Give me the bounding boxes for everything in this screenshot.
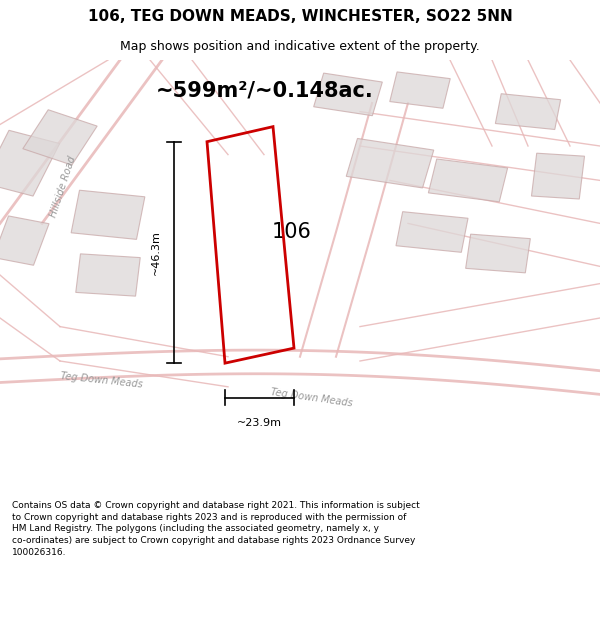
Polygon shape bbox=[466, 234, 530, 273]
Polygon shape bbox=[76, 254, 140, 296]
Text: Teg Down Meads: Teg Down Meads bbox=[61, 371, 143, 389]
Text: 106, TEG DOWN MEADS, WINCHESTER, SO22 5NN: 106, TEG DOWN MEADS, WINCHESTER, SO22 5N… bbox=[88, 9, 512, 24]
Text: Map shows position and indicative extent of the property.: Map shows position and indicative extent… bbox=[120, 40, 480, 53]
Text: ~23.9m: ~23.9m bbox=[237, 418, 282, 428]
Polygon shape bbox=[23, 110, 97, 165]
Polygon shape bbox=[0, 131, 60, 196]
Polygon shape bbox=[496, 94, 560, 129]
Polygon shape bbox=[346, 139, 434, 188]
Polygon shape bbox=[396, 212, 468, 253]
Polygon shape bbox=[532, 153, 584, 199]
Text: ~599m²/~0.148ac.: ~599m²/~0.148ac. bbox=[156, 80, 374, 100]
Text: ~46.3m: ~46.3m bbox=[151, 230, 161, 275]
Text: 106: 106 bbox=[272, 222, 311, 242]
Polygon shape bbox=[71, 190, 145, 239]
Polygon shape bbox=[0, 216, 49, 265]
Polygon shape bbox=[428, 159, 508, 202]
Text: Teg Down Meads: Teg Down Meads bbox=[271, 387, 353, 408]
Polygon shape bbox=[390, 72, 450, 108]
Text: Contains OS data © Crown copyright and database right 2021. This information is : Contains OS data © Crown copyright and d… bbox=[12, 501, 420, 557]
Polygon shape bbox=[314, 73, 382, 116]
Text: Hillside Road: Hillside Road bbox=[49, 155, 77, 219]
